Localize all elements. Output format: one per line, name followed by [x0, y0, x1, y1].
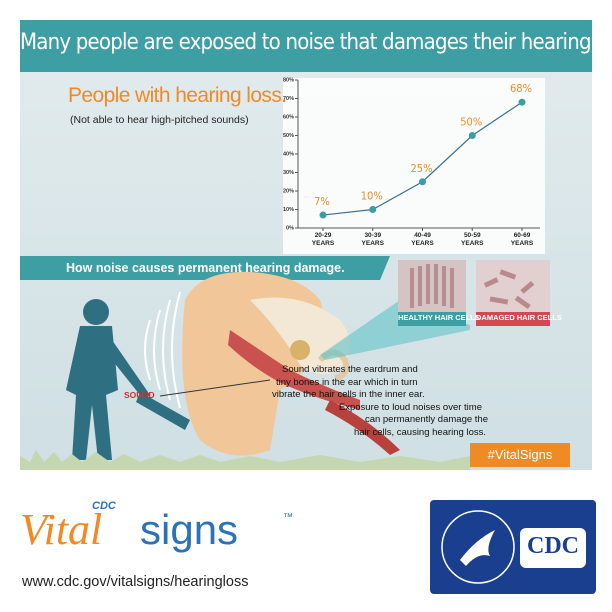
healthy-label: HEALTHY HAIR CELLS — [398, 313, 480, 322]
damaged-cells — [483, 269, 535, 310]
cell — [418, 266, 422, 306]
blower — [108, 340, 150, 400]
data-point — [518, 98, 526, 106]
cell — [489, 296, 509, 305]
ossicles — [290, 340, 310, 360]
data-point — [369, 206, 377, 213]
data-point — [468, 132, 476, 139]
chart-subtitle: (Not able to hear high-pitched sounds) — [70, 114, 249, 126]
cell — [450, 268, 454, 308]
cell — [410, 268, 414, 308]
description-line: hair cells, causing hearing loss. — [353, 426, 486, 438]
x-tick-label: 30-39 YEARS — [361, 232, 384, 247]
healthy-label-bar — [398, 312, 466, 326]
section-banner — [20, 256, 390, 280]
page-title: Many people are exposed to noise that da… — [20, 30, 597, 55]
cell — [499, 269, 517, 280]
title-banner — [20, 20, 592, 72]
damaged-cells-image — [476, 260, 550, 320]
head — [83, 299, 109, 325]
y-tick-label: 40% — [283, 151, 294, 157]
cell — [426, 264, 430, 304]
description-line: tiny bones in the ear which in turn — [276, 376, 418, 388]
hhs-seal — [441, 510, 515, 584]
logo-vital: Vital — [20, 505, 103, 554]
x-tick-label: 50-59 YEARS — [461, 232, 484, 247]
hhs-eagle — [460, 530, 495, 566]
wave — [171, 291, 181, 409]
y-tick-label: 50% — [283, 133, 294, 139]
healthy-cells — [410, 264, 454, 308]
hashtag-badge — [470, 443, 570, 467]
wave — [144, 319, 151, 381]
sound-pointer — [159, 379, 271, 397]
ear-canal — [228, 330, 360, 410]
cell — [520, 280, 535, 294]
y-tick-label: 0% — [286, 225, 294, 231]
y-tick-label: 10% — [283, 207, 294, 213]
y-tick-label: 20% — [283, 188, 294, 194]
sound-waves — [144, 291, 181, 409]
cell — [514, 295, 531, 310]
value-label: 25% — [411, 162, 433, 175]
damaged-label-bar — [476, 312, 550, 326]
y-tick-label: 30% — [283, 170, 294, 176]
logo-signs: signs — [140, 506, 239, 553]
description-line: Exposure to loud noises over time — [338, 401, 482, 413]
cdc-badge — [430, 500, 596, 594]
data-point — [419, 178, 426, 186]
grass — [20, 450, 470, 470]
damaged-label: DAMAGED HAIR CELLS — [476, 313, 562, 322]
chart-panel — [283, 78, 545, 254]
y-tick-label: 60% — [283, 114, 294, 120]
hashtag: #VitalSigns — [487, 447, 553, 462]
cdc-badge-box — [520, 528, 586, 568]
value-label: 50% — [460, 116, 482, 129]
cell — [483, 277, 499, 288]
logo-tm: ™ — [283, 512, 293, 523]
wave — [153, 309, 161, 391]
wave — [162, 299, 171, 401]
value-label: 68% — [510, 82, 532, 95]
url: www.cdc.gov/vitalsigns/hearingloss — [22, 574, 249, 590]
body — [66, 326, 118, 460]
person-silhouette — [66, 299, 190, 460]
description-line: Sound vibrates the eardrum and — [282, 364, 418, 375]
value-label: 10% — [361, 190, 383, 203]
badge-text: CDC — [527, 533, 579, 559]
value-label: 7% — [314, 195, 330, 208]
section-heading: How noise causes permanent hearing damag… — [66, 261, 345, 275]
x-tick-label: 60-69 YEARS — [510, 232, 534, 247]
x-tick-label: 40-49 YEARS — [411, 232, 434, 247]
blower-tube — [136, 392, 190, 430]
eustachian-tube — [325, 400, 400, 455]
cell — [442, 266, 446, 306]
healthy-cells-image — [398, 260, 466, 320]
description-line: can permanently damage the — [364, 414, 488, 425]
cell — [434, 264, 438, 304]
sound-label: SOUND — [124, 390, 155, 400]
chart-title: People with hearing loss. — [68, 84, 287, 107]
y-tick-label: 70% — [283, 96, 294, 102]
logo-cdc: CDC — [92, 500, 116, 512]
data-point — [319, 211, 327, 219]
x-tick-label: 20-29 YEARS — [311, 232, 335, 247]
y-tick-label: 80% — [283, 77, 294, 83]
description-line: vibrate the hair cells in the inner ear. — [272, 389, 425, 400]
